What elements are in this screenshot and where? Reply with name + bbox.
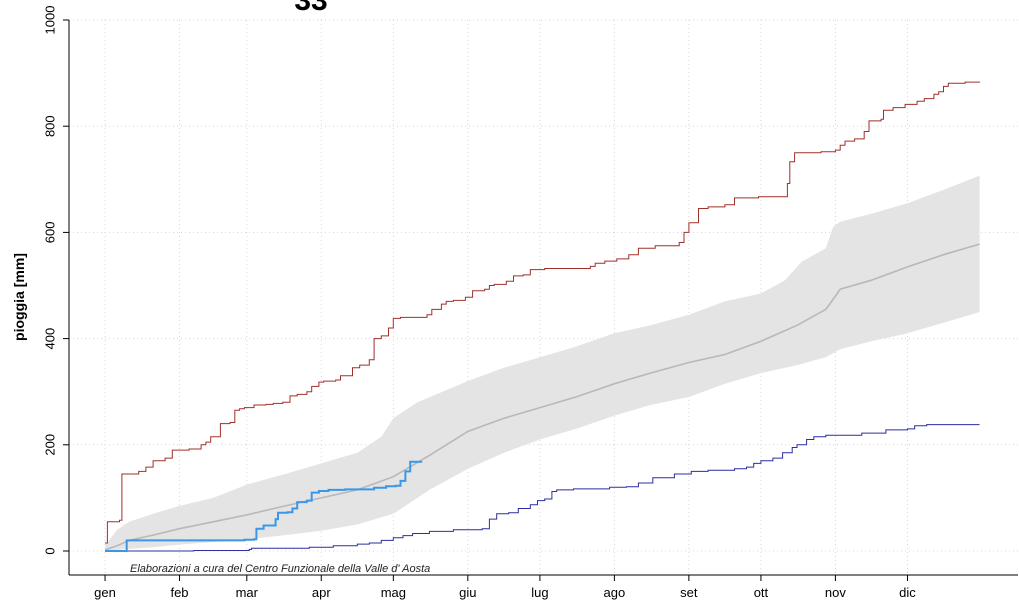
y-tick-label: 200	[42, 434, 57, 456]
max-series-line	[105, 81, 981, 544]
y-tick-label: 600	[42, 222, 57, 244]
percentile-band	[105, 175, 980, 551]
y-tick-label: 1000	[42, 6, 57, 35]
x-tick-label: nov	[825, 585, 846, 600]
x-tick-label: gen	[94, 585, 116, 600]
x-tick-label: mag	[381, 585, 406, 600]
x-tick-label: ago	[604, 585, 626, 600]
current-series-line	[105, 460, 423, 552]
y-axis-title: pioggia [mm]	[11, 253, 27, 341]
y-tick-label: 0	[42, 547, 57, 554]
credit-note: Elaborazioni a cura del Centro Funzional…	[130, 563, 430, 575]
x-tick-label: ott	[754, 585, 769, 600]
min-series-line	[105, 424, 980, 552]
x-tick-label: giu	[459, 585, 476, 600]
y-tick-label: 800	[42, 115, 57, 137]
axes: 0 200 400 600 800 1000 gen feb mar apr mag giu lug ag…	[42, 6, 1018, 600]
x-tick-label: apr	[312, 585, 331, 600]
series-lines	[104, 81, 981, 552]
x-tick-label: feb	[170, 585, 188, 600]
mean-series-line	[104, 243, 980, 551]
x-tick-label: mar	[236, 585, 259, 600]
x-tick-label: set	[680, 585, 698, 600]
chart-title: 33	[294, 0, 327, 17]
y-tick-label: 400	[42, 328, 57, 350]
grid-lines	[69, 19, 1018, 575]
x-tick-label: lug	[531, 585, 548, 600]
x-tick-label: dic	[899, 585, 916, 600]
